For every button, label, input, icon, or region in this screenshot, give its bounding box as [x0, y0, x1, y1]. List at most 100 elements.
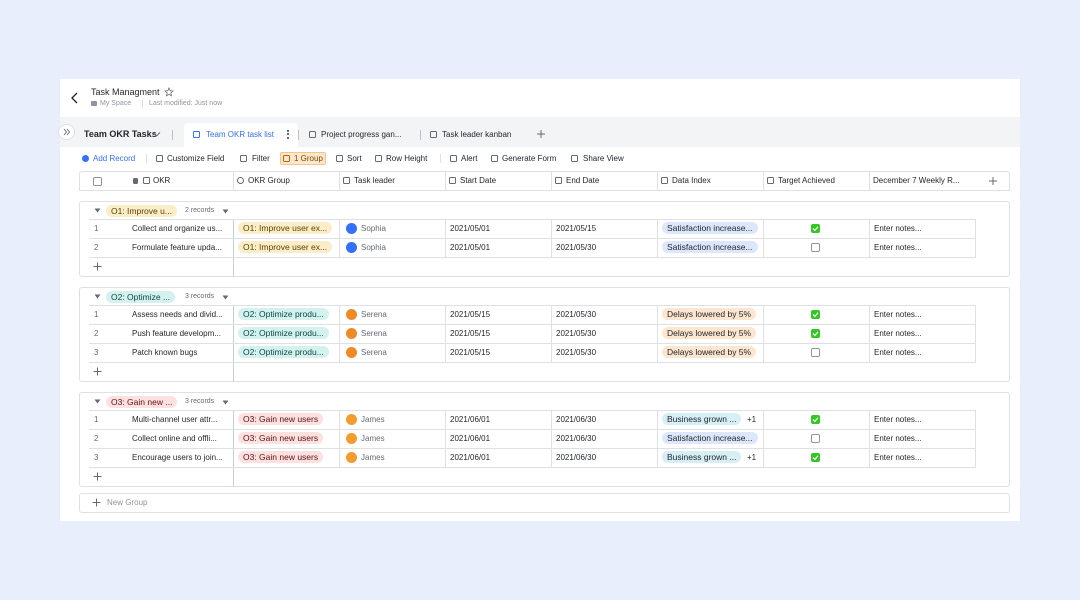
column-header[interactable]: Target Achieved — [778, 176, 835, 185]
okr-title[interactable]: Patch known bugs — [132, 348, 198, 357]
okr-title[interactable]: Assess needs and divid... — [132, 310, 223, 319]
target-checkbox[interactable] — [811, 243, 820, 252]
select-all[interactable] — [93, 177, 102, 186]
active-group-button — [280, 152, 326, 165]
okr-group-tag: O2: Optimize produ... — [238, 327, 329, 339]
column-header[interactable]: Start Date — [460, 176, 497, 185]
column-header[interactable]: OKR Group — [248, 176, 290, 185]
column-header[interactable]: End Date — [566, 176, 600, 185]
group-menu[interactable] — [222, 209, 228, 214]
view-tab[interactable]: Project progress gan... — [321, 130, 402, 139]
active-tab[interactable] — [184, 123, 298, 147]
field-icon — [343, 177, 350, 184]
row[interactable] — [89, 429, 975, 449]
row[interactable] — [89, 238, 975, 258]
target-checkbox[interactable] — [811, 224, 820, 233]
notes-placeholder[interactable]: Enter notes... — [874, 348, 922, 357]
cell-divider — [339, 219, 340, 239]
collapse-toggle[interactable] — [94, 294, 101, 299]
notes-placeholder[interactable]: Enter notes... — [874, 224, 922, 233]
okr-title[interactable]: Formulate feature upda... — [132, 243, 222, 252]
location[interactable]: My Space — [100, 100, 132, 107]
record-count: 3 records — [185, 398, 215, 405]
target-checkbox[interactable] — [811, 434, 820, 443]
cell-divider — [339, 343, 340, 363]
column-header[interactable]: Task leader — [354, 176, 395, 185]
notes-placeholder[interactable]: Enter notes... — [874, 453, 922, 462]
add-row[interactable] — [93, 262, 102, 271]
target-checkbox[interactable] — [811, 415, 820, 424]
cell-divider — [551, 429, 552, 449]
cell-divider — [869, 324, 870, 344]
tool-button[interactable]: Generate Form — [502, 154, 557, 163]
add-view[interactable] — [536, 129, 546, 139]
cell-divider — [763, 448, 764, 468]
check-icon — [812, 312, 819, 318]
tool-button[interactable]: Row Height — [386, 154, 428, 163]
add-row[interactable] — [93, 367, 102, 376]
target-checkbox[interactable] — [811, 310, 820, 319]
row[interactable] — [89, 410, 975, 430]
tool-button[interactable]: Share View — [583, 154, 624, 163]
tool-button[interactable]: Filter — [252, 154, 270, 163]
row[interactable] — [89, 324, 975, 344]
column-header[interactable]: OKR — [153, 176, 171, 185]
cell-divider — [445, 324, 446, 344]
column-header[interactable]: December 7 Weekly R... — [873, 176, 960, 185]
tool-icon — [375, 155, 382, 162]
group-menu[interactable] — [222, 295, 228, 300]
collapse-toggle[interactable] — [94, 399, 101, 404]
cell-divider — [657, 305, 658, 325]
tool-button[interactable]: Customize Field — [167, 154, 225, 163]
okr-title[interactable]: Collect and organize us... — [132, 224, 223, 233]
okr-title[interactable]: Encourage users to join... — [132, 453, 223, 462]
group-menu[interactable] — [222, 400, 228, 405]
data-index-tag: Business grown ... — [662, 451, 742, 463]
view-menu[interactable] — [287, 130, 290, 139]
okr-title[interactable]: Collect online and offli... — [132, 434, 217, 443]
okr-title[interactable]: Push feature developm... — [132, 329, 221, 338]
notes-placeholder[interactable]: Enter notes... — [874, 243, 922, 252]
tool-button[interactable]: Alert — [461, 154, 478, 163]
row[interactable] — [89, 343, 975, 363]
frozen-divider — [233, 219, 234, 277]
cell-divider — [551, 343, 552, 363]
notes-placeholder[interactable]: Enter notes... — [874, 329, 922, 338]
add-row[interactable] — [93, 472, 102, 481]
target-checkbox[interactable] — [811, 453, 820, 462]
new-group-bar[interactable] — [79, 493, 1010, 513]
tool-button[interactable]: 1 Group — [294, 154, 323, 163]
okr-title[interactable]: Multi-channel user attr... — [132, 415, 218, 424]
tool-button[interactable]: Add Record — [93, 154, 136, 163]
tool-button[interactable]: Sort — [347, 154, 362, 163]
cell-divider — [657, 410, 658, 430]
check-icon — [812, 331, 819, 337]
space-name[interactable]: Team OKR Tasks — [84, 129, 157, 139]
view-icon — [309, 131, 316, 138]
collapse-toggle[interactable] — [94, 208, 101, 213]
avatar — [346, 452, 357, 463]
cell-divider — [975, 410, 976, 430]
cell-divider — [551, 238, 552, 258]
view-tab[interactable]: Team OKR task list — [206, 130, 275, 139]
cell-divider — [657, 238, 658, 258]
avatar — [346, 309, 357, 320]
start-date: 2021/05/01 — [450, 224, 491, 233]
add-field[interactable] — [988, 176, 998, 186]
start-date: 2021/05/15 — [450, 329, 491, 338]
notes-placeholder[interactable]: Enter notes... — [874, 415, 922, 424]
star-button[interactable] — [164, 87, 174, 97]
target-checkbox[interactable] — [811, 348, 820, 357]
expand-sidebar[interactable] — [58, 124, 76, 140]
column-header[interactable]: Data Index — [672, 176, 711, 185]
start-date: 2021/05/15 — [450, 348, 491, 357]
target-checkbox[interactable] — [811, 329, 820, 338]
view-tab[interactable]: Task leader kanban — [442, 130, 512, 139]
new-group[interactable]: New Group — [107, 498, 148, 507]
notes-placeholder[interactable]: Enter notes... — [874, 434, 922, 443]
notes-placeholder[interactable]: Enter notes... — [874, 310, 922, 319]
start-date: 2021/06/01 — [450, 453, 491, 462]
back-button[interactable] — [70, 92, 80, 104]
row[interactable] — [89, 448, 975, 468]
lock-icon — [133, 178, 138, 184]
